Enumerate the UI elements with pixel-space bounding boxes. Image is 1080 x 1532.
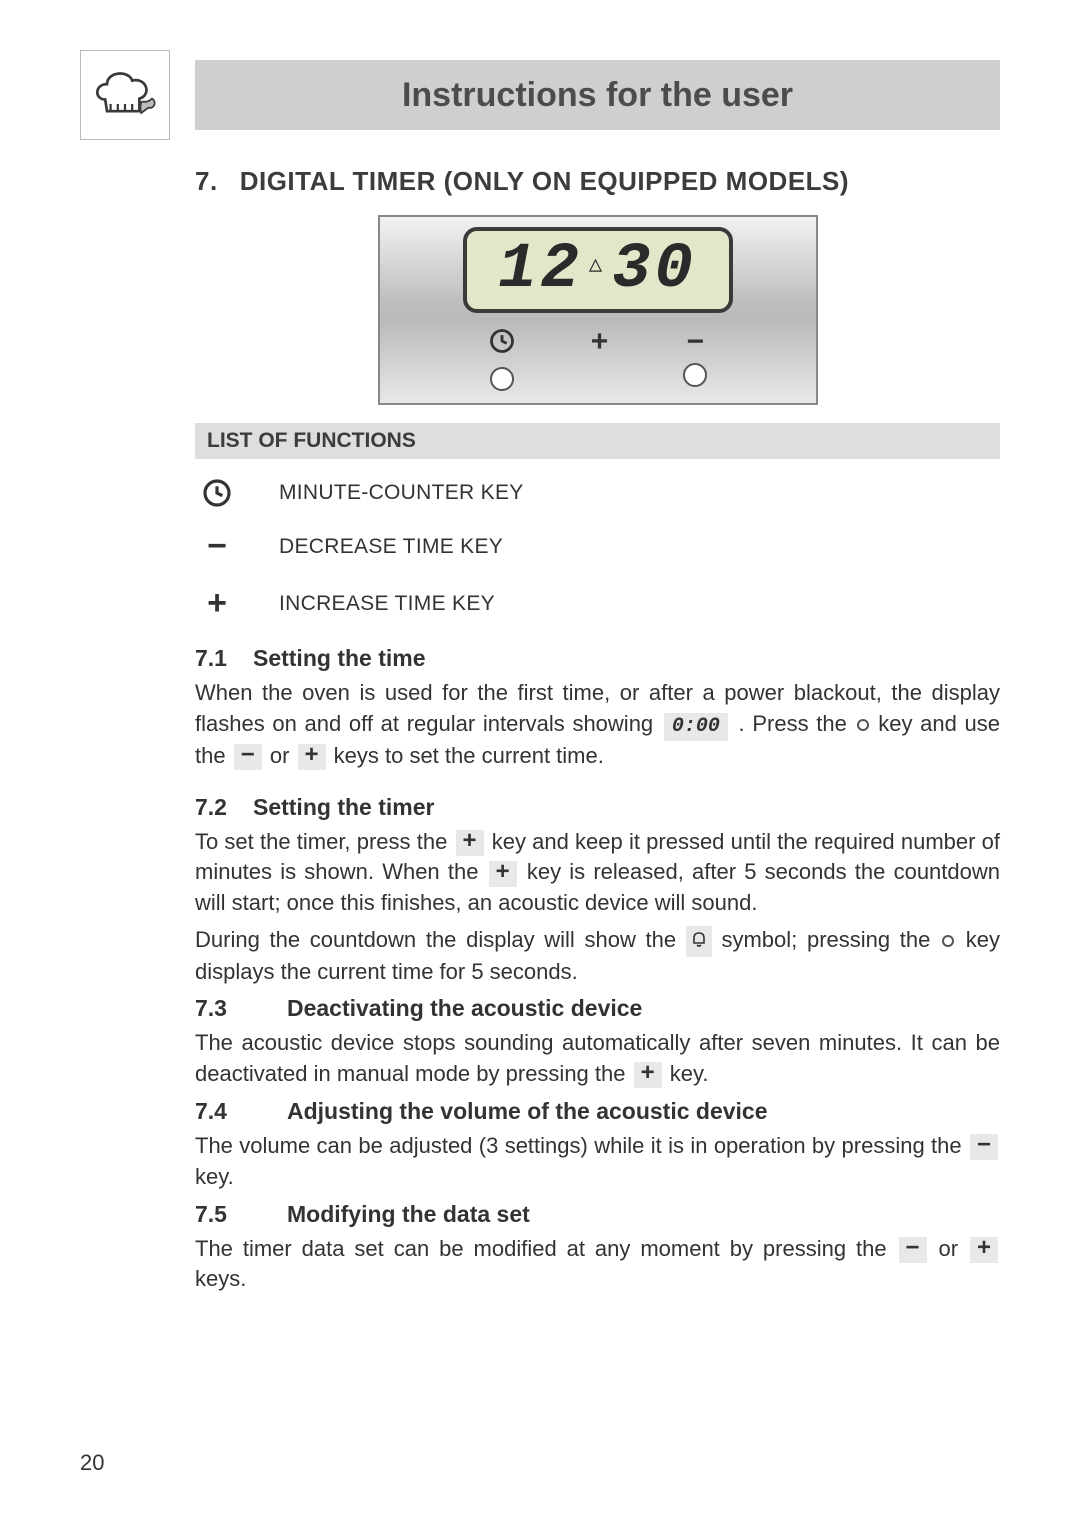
clock-button-circle bbox=[490, 367, 514, 391]
paragraph-7-2a: To set the timer, press the + key and ke… bbox=[195, 827, 1000, 919]
minus-inline-icon: − bbox=[899, 1237, 927, 1263]
digital-timer-illustration: 12△30 + − bbox=[378, 215, 818, 405]
minus-inline-icon: − bbox=[234, 744, 262, 770]
bell-inline-icon bbox=[686, 926, 712, 957]
plus-icon: + bbox=[591, 327, 609, 357]
functions-list-title: LIST OF FUNCTIONS bbox=[195, 423, 1000, 459]
plus-key-icon: + bbox=[195, 584, 239, 623]
chef-hat-icon bbox=[80, 50, 170, 140]
page-number: 20 bbox=[80, 1450, 104, 1476]
heading-7-5: 7.5 Modifying the data set bbox=[195, 1201, 1000, 1228]
section-7-heading: 7. DIGITAL TIMER (ONLY ON EQUIPPED MODEL… bbox=[195, 166, 1000, 197]
clock-key-inline-icon bbox=[942, 935, 954, 947]
clock-icon bbox=[488, 327, 516, 361]
lcd-display: 12△30 bbox=[463, 227, 733, 313]
heading-7-4: 7.4 Adjusting the volume of the acoustic… bbox=[195, 1098, 1000, 1125]
function-label: INCREASE TIME KEY bbox=[279, 592, 495, 616]
plus-inline-icon: + bbox=[489, 861, 517, 887]
function-label: MINUTE-COUNTER KEY bbox=[279, 481, 524, 505]
zero-display-icon: 0:00 bbox=[664, 713, 728, 741]
minus-button-circle bbox=[683, 363, 707, 387]
paragraph-7-4: The volume can be adjusted (3 settings) … bbox=[195, 1131, 1000, 1193]
paragraph-7-3: The acoustic device stops sounding autom… bbox=[195, 1028, 1000, 1090]
plus-inline-icon: + bbox=[970, 1237, 998, 1263]
function-row-minute-counter: MINUTE-COUNTER KEY bbox=[195, 477, 1000, 509]
clock-key-inline-icon bbox=[857, 719, 869, 731]
heading-7-1: 7.1 Setting the time bbox=[195, 645, 1000, 672]
paragraph-7-5: The timer data set can be modified at an… bbox=[195, 1234, 1000, 1296]
function-label: DECREASE TIME KEY bbox=[279, 535, 503, 559]
plus-inline-icon: + bbox=[298, 744, 326, 770]
minus-inline-icon: − bbox=[970, 1134, 998, 1160]
minus-icon: − bbox=[687, 327, 705, 357]
heading-7-2: 7.2 Setting the timer bbox=[195, 794, 1000, 821]
plus-inline-icon: + bbox=[456, 830, 484, 856]
paragraph-7-1: When the oven is used for the first time… bbox=[195, 678, 1000, 772]
section-number: 7. bbox=[195, 166, 218, 197]
heading-7-3: 7.3 Deactivating the acoustic device bbox=[195, 995, 1000, 1022]
plus-inline-icon: + bbox=[634, 1062, 662, 1088]
clock-key-icon bbox=[195, 477, 239, 509]
function-row-increase: + INCREASE TIME KEY bbox=[195, 584, 1000, 623]
section-title-text: DIGITAL TIMER (ONLY ON EQUIPPED MODELS) bbox=[240, 166, 849, 197]
page-title: Instructions for the user bbox=[195, 60, 1000, 130]
function-row-decrease: − DECREASE TIME KEY bbox=[195, 527, 1000, 566]
minus-key-icon: − bbox=[195, 527, 239, 566]
paragraph-7-2b: During the countdown the display will sh… bbox=[195, 925, 1000, 987]
